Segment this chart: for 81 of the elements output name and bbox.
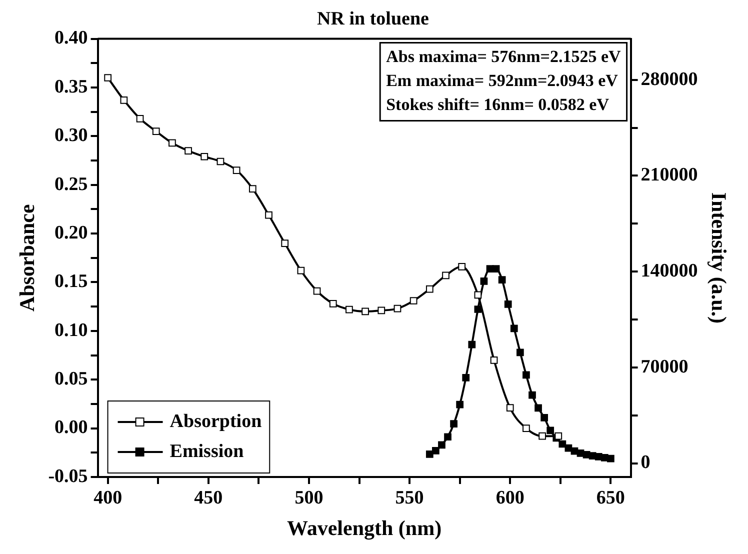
- point: [432, 447, 440, 454]
- point: [362, 308, 369, 316]
- point: [120, 96, 128, 104]
- annotation: Stokes shift= 16nm= 0.0582 eV: [386, 95, 610, 114]
- point: [394, 304, 402, 312]
- point: [168, 139, 176, 147]
- point: [265, 211, 272, 219]
- point: [540, 414, 548, 422]
- point: [480, 278, 488, 285]
- y-tick-label: 0.00: [54, 417, 88, 438]
- point: [329, 300, 337, 308]
- point: [492, 265, 500, 273]
- y2-tick-label: 70000: [640, 356, 688, 378]
- point: [516, 348, 524, 356]
- y-tick-label: 0.40: [54, 28, 88, 49]
- legend-label: Emission: [170, 440, 244, 462]
- point: [528, 391, 536, 399]
- point: [607, 454, 614, 462]
- x-axis-title: Wavelength (nm): [287, 516, 442, 540]
- point: [444, 433, 452, 441]
- y2-tick-label: 0: [640, 452, 650, 474]
- point: [462, 374, 470, 382]
- y-axis-title: Absorbance: [15, 204, 40, 312]
- point: [442, 272, 450, 280]
- point: [248, 185, 256, 192]
- point: [468, 340, 476, 348]
- point: [426, 450, 434, 458]
- point: [506, 404, 514, 412]
- point: [200, 152, 208, 160]
- y2-tick-label: 280000: [640, 68, 698, 90]
- point: [522, 424, 530, 432]
- y-tick-label: 0.25: [54, 174, 88, 195]
- point: [438, 441, 446, 449]
- y-tick-label: 0.35: [54, 76, 88, 98]
- point: [538, 432, 546, 440]
- point: [426, 285, 434, 293]
- y-tick-label: 0.05: [54, 368, 88, 390]
- point: [104, 74, 112, 82]
- point: [232, 166, 240, 174]
- point: [136, 114, 144, 122]
- point: [558, 440, 566, 448]
- point: [216, 158, 224, 166]
- x-tick-label: 500: [294, 487, 324, 508]
- point: [456, 400, 464, 408]
- point: [450, 420, 458, 428]
- y-tick-label: 0.20: [54, 222, 88, 244]
- y2-tick-label: 140000: [640, 260, 698, 282]
- point: [474, 291, 482, 299]
- point: [546, 426, 554, 434]
- x-tick-label: 400: [94, 487, 122, 508]
- point: [510, 324, 518, 332]
- point: [504, 300, 512, 308]
- x-tick-label: 450: [194, 487, 223, 508]
- point: [152, 128, 160, 135]
- point: [313, 287, 321, 295]
- point: [522, 371, 530, 379]
- chart-title: NR in toluene: [317, 8, 429, 30]
- point: [490, 356, 498, 364]
- point: [498, 276, 506, 284]
- point: [474, 306, 482, 313]
- point: [378, 306, 386, 314]
- y-tick-label: 0.10: [54, 320, 88, 341]
- legend-label: Absorption: [170, 410, 262, 432]
- annotation: Em maxima= 592nm=2.0943 eV: [386, 71, 619, 90]
- point: [458, 262, 466, 270]
- y-tick-label: 0.30: [54, 125, 88, 146]
- point: [410, 297, 418, 304]
- x-tick-label: 650: [596, 487, 625, 508]
- y-tick-label: 0.15: [54, 271, 88, 292]
- annotation: Abs maxima= 576nm=2.1525 eV: [386, 47, 622, 66]
- point: [534, 404, 542, 412]
- point: [346, 306, 353, 314]
- point: [184, 147, 192, 154]
- y-tick-label: -0.05: [48, 466, 88, 487]
- point: [297, 266, 305, 274]
- y2-tick-label: 210000: [640, 164, 698, 186]
- x-tick-label: 550: [395, 487, 424, 508]
- point: [564, 444, 572, 452]
- x-tick-label: 600: [496, 487, 524, 508]
- point: [281, 240, 289, 247]
- y2-axis-title: Intensity (a.u.): [706, 192, 731, 324]
